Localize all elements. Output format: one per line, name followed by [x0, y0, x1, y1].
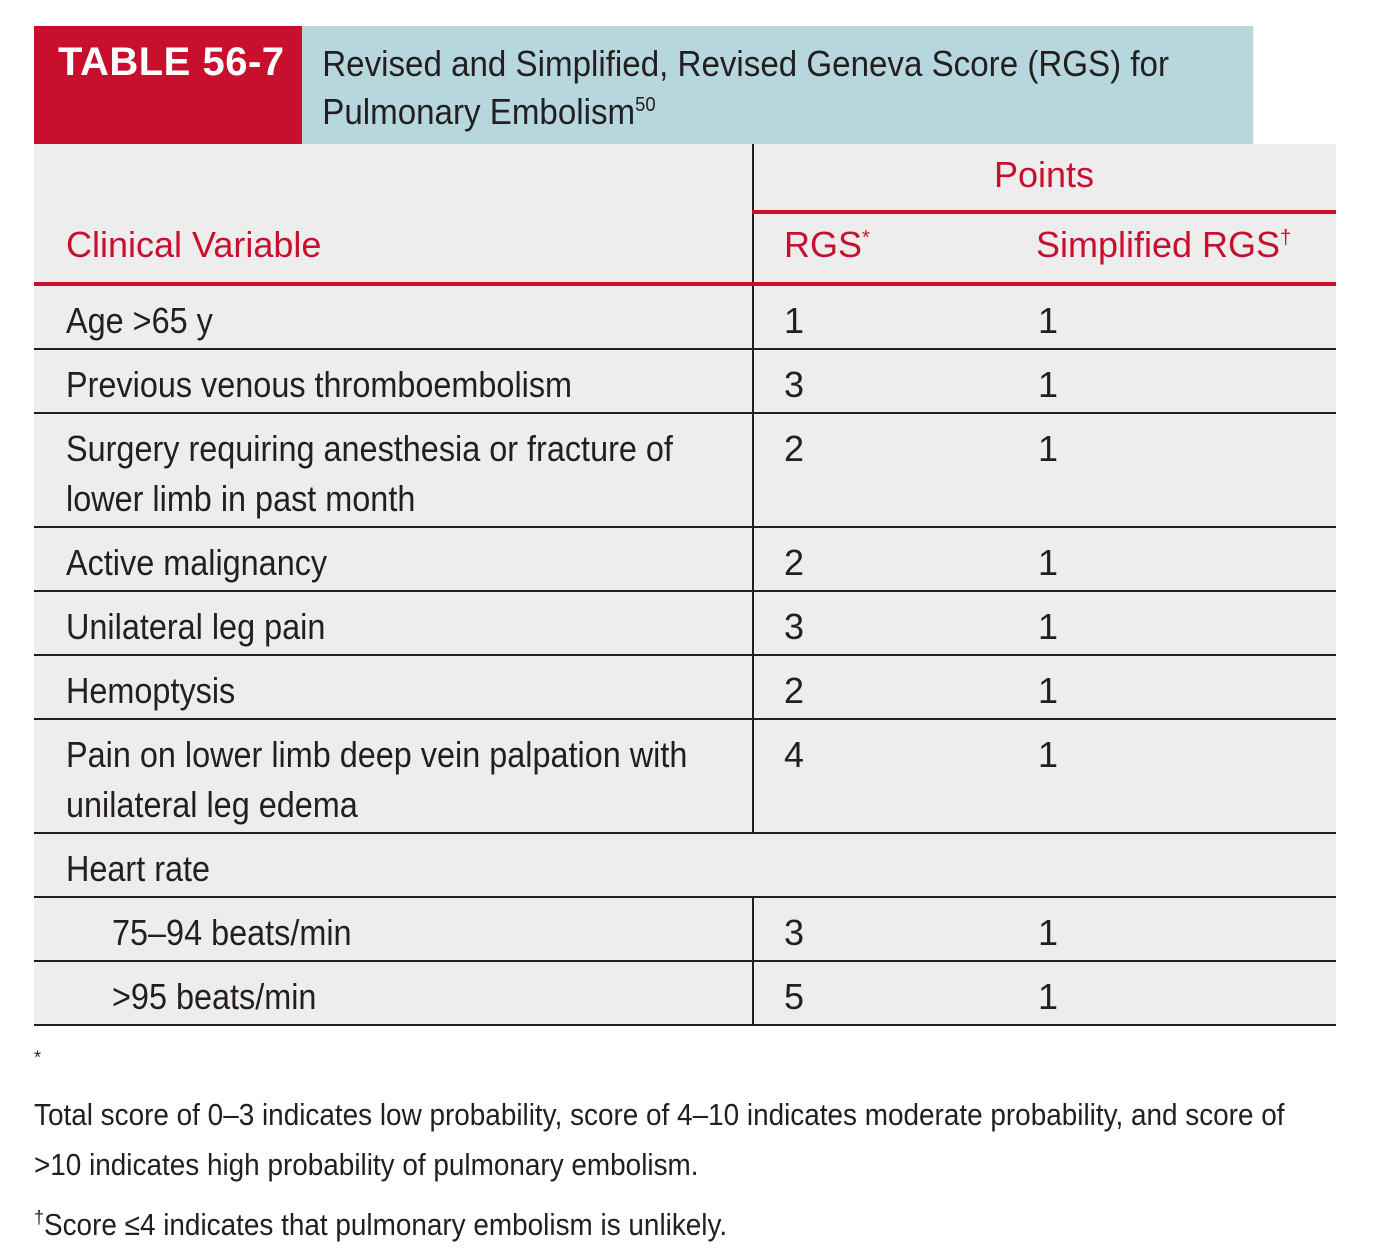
- variable-text: Unilateral leg pain: [66, 606, 326, 647]
- rgs-cell: 2: [752, 528, 1004, 590]
- simplified-rgs-cell: 1: [1038, 976, 1059, 1017]
- table-label: TABLE 56-7: [34, 26, 302, 144]
- variable-text: Age >65 y: [66, 300, 213, 341]
- simplified-rgs-cell: 1: [1038, 912, 1059, 953]
- clinical-variable-header: Clinical Variable: [66, 224, 322, 265]
- variable-cell: Hemoptysis: [34, 656, 752, 718]
- simplified-rgs-header-mark: †: [1280, 227, 1292, 249]
- variable-cell: 75–94 beats/min: [34, 898, 752, 960]
- table-row: Surgery requiring anesthesia or fracture…: [34, 414, 1336, 528]
- variable-cell: Age >65 y: [34, 286, 752, 348]
- simplified-rgs-cell: 1: [1038, 300, 1059, 341]
- variable-text: Heart rate: [66, 848, 211, 889]
- table-row: Age >65 y 1 1: [34, 286, 1336, 350]
- table-body: Points Clinical Variable RGS* Simplified…: [34, 144, 1336, 1026]
- table-row: Unilateral leg pain 3 1: [34, 592, 1336, 656]
- footnote-text: Total score of 0–3 indicates low probabi…: [34, 1097, 1285, 1182]
- table-title-text: Revised and Simplified, Revised Geneva S…: [322, 43, 1169, 132]
- simplified-rgs-cell: 1: [1038, 670, 1059, 711]
- variable-text: Surgery requiring anesthesia or fracture…: [66, 428, 673, 519]
- variable-cell: Active malignancy: [34, 528, 752, 590]
- table-title: Revised and Simplified, Revised Geneva S…: [302, 26, 1254, 144]
- table-row: >95 beats/min 5 1: [34, 962, 1336, 1026]
- table-row: Active malignancy 2 1: [34, 528, 1336, 592]
- variable-text: Hemoptysis: [66, 670, 236, 711]
- variable-text: 75–94 beats/min: [112, 912, 352, 953]
- table-row: Hemoptysis 2 1: [34, 656, 1336, 720]
- rgs-cell: 2: [752, 414, 1004, 526]
- variable-cell: Surgery requiring anesthesia or fracture…: [34, 414, 752, 526]
- footnote-mark: *: [34, 1047, 42, 1068]
- table-row: Previous venous thromboembolism 3 1: [34, 350, 1336, 414]
- rgs-cell: 1: [752, 286, 1004, 348]
- simplified-rgs-header-label: Simplified RGS: [1036, 224, 1281, 265]
- table-row: 75–94 beats/min 3 1: [34, 898, 1336, 962]
- table-header: Points Clinical Variable RGS* Simplified…: [34, 144, 1336, 286]
- footnote-mark: †: [34, 1207, 45, 1228]
- footnote-text: Score ≤4 indicates that pulmonary emboli…: [44, 1207, 728, 1242]
- rgs-cell: 4: [752, 720, 1004, 832]
- rgs-cell: 3: [752, 898, 1004, 960]
- variable-text: Previous venous thromboembolism: [66, 364, 573, 405]
- simplified-rgs-cell: 1: [1038, 606, 1059, 647]
- variable-cell: Unilateral leg pain: [34, 592, 752, 654]
- table-row: Pain on lower limb deep vein palpation w…: [34, 720, 1336, 834]
- simplified-rgs-cell: 1: [1038, 542, 1059, 583]
- rgs-cell: 3: [752, 592, 1004, 654]
- rgs-cell: 3: [752, 350, 1004, 412]
- variable-text: >95 beats/min: [112, 976, 317, 1017]
- rgs-cell: 2: [752, 656, 1004, 718]
- table-title-reference: 50: [635, 94, 656, 116]
- points-header: Points: [993, 154, 1095, 195]
- variable-cell: Previous venous thromboembolism: [34, 350, 752, 412]
- variable-text: Pain on lower limb deep vein palpation w…: [66, 734, 688, 825]
- variable-text: Active malignancy: [66, 542, 328, 583]
- table-footnotes: * Total score of 0–3 indicates low probab…: [34, 1040, 1336, 1250]
- table-row-heading: Heart rate: [34, 834, 1336, 898]
- footnote: * Total score of 0–3 indicates low probab…: [34, 1040, 1336, 1190]
- points-header-rule: [752, 210, 1336, 214]
- rgs-cell: 5: [752, 962, 1004, 1024]
- rgs-header-mark: *: [862, 227, 870, 249]
- simplified-rgs-cell: 1: [1038, 364, 1059, 405]
- table-container: TABLE 56-7 Revised and Simplified, Revis…: [34, 26, 1336, 1260]
- variable-cell: Heart rate: [34, 834, 1336, 896]
- rgs-header-label: RGS: [784, 224, 863, 265]
- rgs-header: RGS*: [784, 224, 870, 266]
- footnote: †Score ≤4 indicates that pulmonary embol…: [34, 1200, 1336, 1250]
- simplified-rgs-cell: 1: [1038, 734, 1059, 775]
- simplified-rgs-header: Simplified RGS†: [1036, 224, 1291, 266]
- variable-cell: >95 beats/min: [34, 962, 752, 1024]
- variable-cell: Pain on lower limb deep vein palpation w…: [34, 720, 752, 832]
- simplified-rgs-cell: 1: [1038, 428, 1059, 469]
- table-title-bar: TABLE 56-7 Revised and Simplified, Revis…: [34, 26, 1336, 144]
